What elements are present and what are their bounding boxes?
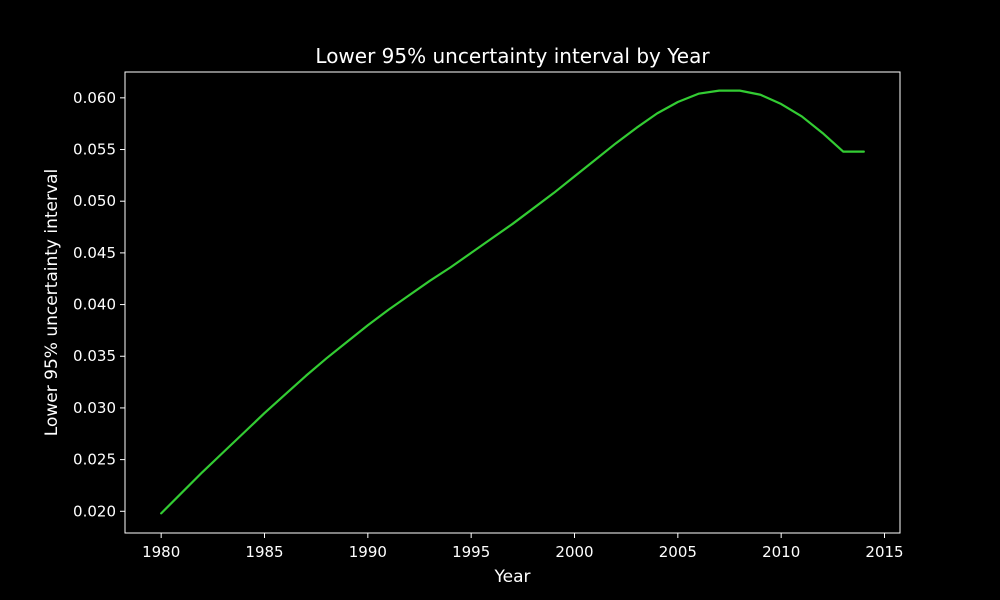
y-tick-label: 0.050: [73, 192, 116, 210]
x-tick-label: 2010: [762, 543, 800, 561]
y-tick-label: 0.040: [73, 296, 116, 314]
plot-area: [124, 71, 901, 534]
x-tick-label: 2000: [555, 543, 593, 561]
plot-frame: [124, 71, 901, 534]
x-axis-label: Year: [494, 567, 531, 587]
chart-title: Lower 95% uncertainty interval by Year: [315, 44, 710, 68]
x-tick-label: 1990: [349, 543, 387, 561]
x-tick-label: 1980: [142, 543, 180, 561]
y-axis: 0.020 0.025 0.030 0.035 0.040 0.045 0.050 0.055…: [73, 89, 125, 520]
y-tick-label: 0.055: [73, 141, 116, 159]
x-tick-label: 1985: [245, 543, 283, 561]
y-tick-label: 0.060: [73, 89, 116, 107]
x-tick-label: 2005: [659, 543, 697, 561]
x-axis: 1980 1985 1990 1995 2000 2005 2010 2015: [142, 533, 904, 561]
y-tick-label: 0.030: [73, 399, 116, 417]
y-tick-label: 0.045: [73, 244, 116, 262]
y-tick-label: 0.025: [73, 451, 116, 469]
x-tick-label: 2015: [865, 543, 903, 561]
series-line: [160, 89, 865, 515]
y-tick-label: 0.020: [73, 502, 116, 520]
y-tick-label: 0.035: [73, 347, 116, 365]
y-axis-label: Lower 95% uncertainty interval: [42, 169, 62, 436]
x-tick-label: 1995: [452, 543, 490, 561]
